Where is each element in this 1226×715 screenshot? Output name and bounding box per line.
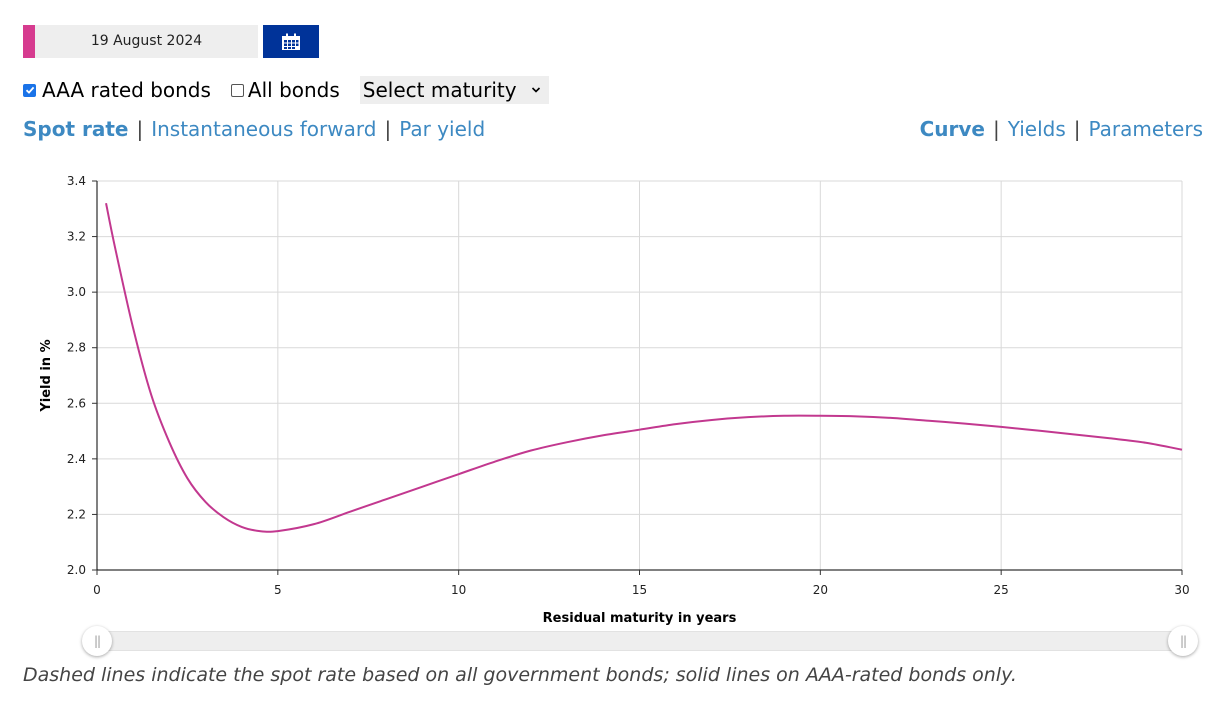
y-tick-label: 2.6 xyxy=(67,396,86,410)
maturity-select-value: Select maturity xyxy=(362,78,517,102)
all-bonds-option[interactable]: All bonds xyxy=(230,78,340,102)
tab-par-yield[interactable]: Par yield xyxy=(399,117,486,141)
y-tick-label: 2.8 xyxy=(67,341,86,355)
x-tick-label: 10 xyxy=(451,583,466,597)
grip-icon: || xyxy=(93,634,101,648)
y-tick-label: 2.0 xyxy=(67,563,86,577)
grip-icon: || xyxy=(1179,634,1187,648)
tab-instantaneous-forward[interactable]: Instantaneous forward xyxy=(151,117,377,141)
maturity-range-slider[interactable] xyxy=(97,631,1184,651)
yield-curve-line xyxy=(105,203,1183,533)
nav-separator: | xyxy=(136,117,144,141)
date-picker: 19 August 2024 xyxy=(23,25,319,58)
yield-curve-chart: 0 5 10 15 20 25 30 2.0 2.2 2.4 2.6 2.8 3.0 3.2 3.4 Res… xyxy=(39,174,1190,625)
nav-separator: | xyxy=(992,117,1000,141)
tab-parameters[interactable]: Parameters xyxy=(1088,117,1203,141)
nav-separator: | xyxy=(1073,117,1081,141)
x-tick-label: 5 xyxy=(274,583,282,597)
nav-separator: | xyxy=(384,117,392,141)
maturity-select[interactable]: Select maturity xyxy=(359,76,549,104)
y-axis-title: Yield in % xyxy=(39,339,54,412)
y-tick-label: 2.4 xyxy=(67,452,86,466)
range-handle-min[interactable]: || xyxy=(82,626,112,656)
y-tick-label: 2.2 xyxy=(67,507,86,521)
chart-ticks: 0 5 10 15 20 25 30 2.0 2.2 2.4 2.6 2.8 3.0 3.2 3.4 xyxy=(67,174,1190,597)
x-axis-title: Residual maturity in years xyxy=(543,611,737,625)
view-nav: Curve | Yields | Parameters xyxy=(920,116,1203,142)
y-tick-label: 3.2 xyxy=(67,230,86,244)
bond-filters: AAA rated bonds All bonds Select maturit… xyxy=(23,76,549,104)
y-tick-label: 3.4 xyxy=(67,174,86,188)
x-tick-label: 15 xyxy=(632,583,647,597)
chart-grid xyxy=(97,180,1183,570)
date-accent-bar xyxy=(23,25,35,58)
range-handle-max[interactable]: || xyxy=(1168,626,1198,656)
chart-series xyxy=(105,203,1183,533)
tab-yields[interactable]: Yields xyxy=(1007,117,1066,141)
rate-type-nav: Spot rate | Instantaneous forward | Par … xyxy=(23,116,485,142)
date-input[interactable]: 19 August 2024 xyxy=(23,25,258,58)
aaa-bonds-checkbox[interactable] xyxy=(23,83,36,97)
all-bonds-checkbox[interactable] xyxy=(230,83,244,97)
x-tick-label: 20 xyxy=(813,583,828,597)
calendar-button[interactable] xyxy=(263,25,319,58)
x-tick-label: 30 xyxy=(1174,583,1189,597)
x-tick-label: 0 xyxy=(93,583,101,597)
aaa-bonds-option[interactable]: AAA rated bonds xyxy=(23,78,211,102)
checkmark-icon xyxy=(25,86,34,94)
tab-spot-rate[interactable]: Spot rate xyxy=(23,117,129,141)
y-tick-label: 3.0 xyxy=(67,285,86,299)
chart-footnote: Dashed lines indicate the spot rate base… xyxy=(23,664,1017,686)
tab-curve[interactable]: Curve xyxy=(919,117,985,141)
calendar-icon xyxy=(282,33,300,50)
all-bonds-label: All bonds xyxy=(247,78,340,102)
date-value: 19 August 2024 xyxy=(90,33,203,49)
aaa-bonds-label: AAA rated bonds xyxy=(42,78,211,102)
x-tick-label: 25 xyxy=(994,583,1009,597)
chevron-down-icon xyxy=(531,87,540,93)
